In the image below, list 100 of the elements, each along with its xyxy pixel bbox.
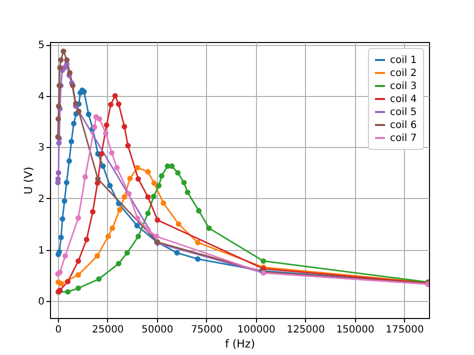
y-tick-label: 2	[38, 194, 44, 205]
point	[195, 256, 201, 262]
point	[112, 93, 118, 99]
point	[125, 142, 131, 148]
point	[65, 278, 71, 284]
point	[107, 182, 113, 188]
point	[154, 234, 160, 240]
point	[154, 217, 160, 223]
point	[145, 210, 151, 216]
point	[100, 163, 106, 169]
point	[58, 234, 64, 240]
x-tick-label: 75000	[190, 324, 223, 336]
point	[134, 222, 140, 228]
point	[116, 207, 122, 212]
point	[176, 221, 182, 227]
point	[150, 194, 156, 200]
point	[60, 216, 66, 222]
y-tick-label: 1	[38, 245, 44, 256]
point	[145, 194, 151, 200]
point	[90, 209, 96, 215]
point	[56, 170, 62, 176]
point	[76, 215, 82, 221]
point	[58, 280, 64, 286]
x-tick-label: 125000	[286, 324, 325, 336]
y-tick-label: 5	[38, 40, 44, 52]
point	[66, 158, 72, 164]
point	[65, 289, 71, 295]
y-tick-label: 3	[38, 142, 44, 154]
x-tick-label: 0	[55, 324, 62, 336]
point	[60, 48, 66, 54]
point	[134, 216, 140, 222]
x-tick-label: 100000	[237, 324, 276, 336]
point	[64, 57, 70, 63]
point	[260, 258, 266, 264]
point	[116, 200, 122, 206]
point	[96, 116, 102, 122]
point	[136, 176, 142, 182]
point	[110, 225, 116, 231]
point	[206, 225, 212, 231]
legend-label: coil 1	[390, 55, 417, 66]
point	[145, 227, 151, 232]
point	[76, 272, 82, 278]
x-tick-label: 25000	[92, 324, 124, 336]
point	[122, 124, 128, 130]
point	[68, 138, 74, 144]
point	[56, 103, 62, 109]
point	[58, 57, 64, 63]
point	[71, 120, 76, 126]
point	[96, 276, 102, 282]
point	[108, 102, 114, 108]
y-tick-label: 4	[38, 91, 44, 102]
y-tick-label: 0	[38, 296, 44, 308]
point	[104, 122, 110, 128]
point	[95, 176, 101, 182]
point	[136, 234, 142, 240]
point	[122, 194, 128, 200]
point	[116, 101, 122, 107]
x-tick-label: 150000	[336, 324, 374, 336]
legend-label: coil 7	[390, 133, 417, 144]
point	[76, 108, 82, 114]
point	[160, 200, 166, 206]
point	[62, 198, 68, 204]
point	[86, 112, 92, 118]
point	[145, 169, 151, 175]
x-axis-title: f (Hz)	[225, 338, 255, 350]
point	[62, 253, 68, 259]
point	[196, 208, 202, 214]
legend-label: coil 4	[390, 94, 417, 105]
point	[72, 100, 78, 106]
point	[70, 82, 76, 88]
point	[134, 164, 140, 170]
point	[94, 253, 100, 259]
point	[82, 174, 88, 180]
point	[181, 180, 187, 186]
point	[103, 130, 109, 136]
point	[158, 173, 164, 179]
point	[109, 150, 114, 156]
point	[195, 240, 201, 246]
legend-label: coil 2	[390, 68, 417, 79]
point	[84, 236, 90, 242]
point	[156, 182, 162, 188]
point	[114, 164, 120, 170]
x-tick-label: 175000	[386, 324, 424, 336]
point	[169, 163, 175, 169]
x-tick-label: 50000	[141, 324, 174, 336]
legend-label: coil 6	[390, 120, 417, 131]
point	[174, 250, 180, 256]
point	[116, 260, 122, 266]
point	[67, 70, 73, 76]
point	[64, 180, 70, 186]
point	[105, 234, 111, 240]
point	[127, 176, 133, 182]
legend-label: coil 5	[390, 107, 417, 118]
point	[76, 258, 82, 264]
y-axis-title: U (V)	[22, 166, 36, 194]
point	[98, 151, 104, 157]
point	[56, 140, 62, 146]
point	[126, 191, 132, 197]
point	[57, 64, 63, 70]
legend-label: coil 3	[390, 81, 417, 92]
